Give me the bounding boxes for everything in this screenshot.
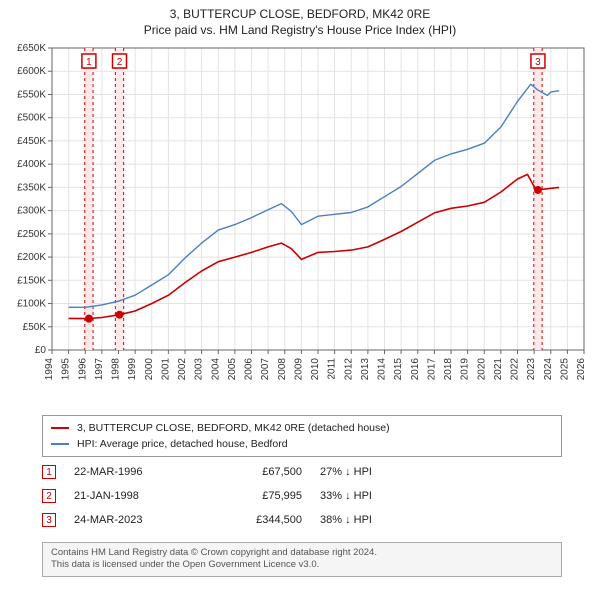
svg-text:1994: 1994 (44, 358, 55, 381)
svg-text:2025: 2025 (559, 358, 570, 381)
svg-text:2004: 2004 (210, 358, 221, 381)
svg-text:£0: £0 (35, 345, 47, 356)
svg-text:£150K: £150K (17, 275, 46, 286)
sale-price: £344,500 (212, 514, 302, 526)
sale-date: 21-JAN-1998 (74, 490, 194, 502)
svg-text:2007: 2007 (260, 358, 271, 381)
svg-text:2026: 2026 (576, 358, 587, 381)
attrib-line-2: This data is licensed under the Open Gov… (51, 559, 553, 571)
svg-text:3: 3 (535, 57, 541, 68)
sale-price: £75,995 (212, 490, 302, 502)
svg-text:£300K: £300K (17, 206, 46, 217)
svg-text:2016: 2016 (410, 358, 421, 381)
svg-text:1997: 1997 (94, 358, 105, 381)
svg-text:2002: 2002 (177, 358, 188, 381)
svg-text:£500K: £500K (17, 113, 46, 124)
svg-text:2: 2 (117, 57, 123, 68)
legend-swatch (51, 443, 69, 445)
svg-text:£250K: £250K (17, 229, 46, 240)
svg-text:2019: 2019 (460, 358, 471, 381)
svg-text:1996: 1996 (77, 358, 88, 381)
legend-label: 3, BUTTERCUP CLOSE, BEDFORD, MK42 0RE (d… (77, 422, 390, 434)
svg-text:2006: 2006 (244, 358, 255, 381)
svg-text:2014: 2014 (377, 358, 388, 381)
svg-text:2003: 2003 (194, 358, 205, 381)
sales-row: 2 21-JAN-1998 £75,995 33% ↓ HPI (42, 484, 562, 508)
svg-text:£450K: £450K (17, 136, 46, 147)
svg-text:2022: 2022 (510, 358, 521, 381)
svg-text:1999: 1999 (127, 358, 138, 381)
svg-text:£650K: £650K (17, 43, 46, 54)
legend-label: HPI: Average price, detached house, Bedf… (77, 438, 288, 450)
svg-text:£350K: £350K (17, 182, 46, 193)
svg-text:£600K: £600K (17, 66, 46, 77)
svg-text:2020: 2020 (476, 358, 487, 381)
svg-text:2013: 2013 (360, 358, 371, 381)
svg-text:£550K: £550K (17, 89, 46, 100)
sale-marker-icon: 1 (42, 465, 56, 479)
legend-row: HPI: Average price, detached house, Bedf… (51, 436, 553, 452)
title-line-2: Price paid vs. HM Land Registry's House … (10, 22, 590, 38)
svg-text:1998: 1998 (111, 358, 122, 381)
svg-text:2021: 2021 (493, 358, 504, 381)
svg-text:2001: 2001 (160, 358, 171, 381)
legend-swatch (51, 427, 69, 429)
chart-title-block: 3, BUTTERCUP CLOSE, BEDFORD, MK42 0RE Pr… (0, 0, 600, 40)
svg-text:2009: 2009 (293, 358, 304, 381)
sale-hpi-delta: 27% ↓ HPI (320, 466, 562, 478)
svg-text:£50K: £50K (23, 322, 47, 333)
attrib-line-1: Contains HM Land Registry data © Crown c… (51, 547, 553, 559)
sales-row: 1 22-MAR-1996 £67,500 27% ↓ HPI (42, 460, 562, 484)
title-line-1: 3, BUTTERCUP CLOSE, BEDFORD, MK42 0RE (10, 6, 590, 22)
svg-text:1: 1 (86, 57, 92, 68)
svg-text:2017: 2017 (426, 358, 437, 381)
svg-text:2023: 2023 (526, 358, 537, 381)
svg-text:£100K: £100K (17, 299, 46, 310)
svg-text:2005: 2005 (227, 358, 238, 381)
svg-text:2012: 2012 (343, 358, 354, 381)
svg-text:£400K: £400K (17, 159, 46, 170)
svg-text:2024: 2024 (543, 358, 554, 381)
svg-text:2010: 2010 (310, 358, 321, 381)
legend: 3, BUTTERCUP CLOSE, BEDFORD, MK42 0RE (d… (42, 415, 562, 457)
sales-table: 1 22-MAR-1996 £67,500 27% ↓ HPI 2 21-JAN… (42, 460, 562, 532)
sale-price: £67,500 (212, 466, 302, 478)
sale-marker-icon: 2 (42, 489, 56, 503)
svg-text:2018: 2018 (443, 358, 454, 381)
svg-text:2000: 2000 (144, 358, 155, 381)
sales-row: 3 24-MAR-2023 £344,500 38% ↓ HPI (42, 508, 562, 532)
legend-row: 3, BUTTERCUP CLOSE, BEDFORD, MK42 0RE (d… (51, 420, 553, 436)
svg-text:1995: 1995 (61, 358, 72, 381)
sale-date: 22-MAR-1996 (74, 466, 194, 478)
svg-text:£200K: £200K (17, 252, 46, 263)
attribution: Contains HM Land Registry data © Crown c… (42, 542, 562, 577)
sale-hpi-delta: 38% ↓ HPI (320, 514, 562, 526)
svg-text:2011: 2011 (327, 358, 338, 380)
svg-text:2015: 2015 (393, 358, 404, 381)
sale-hpi-delta: 33% ↓ HPI (320, 490, 562, 502)
sale-marker-icon: 3 (42, 513, 56, 527)
svg-text:2008: 2008 (277, 358, 288, 381)
price-chart: £0 £50K £100K £150K £200K £250K £300K £350K £400… (6, 42, 594, 402)
sale-date: 24-MAR-2023 (74, 514, 194, 526)
